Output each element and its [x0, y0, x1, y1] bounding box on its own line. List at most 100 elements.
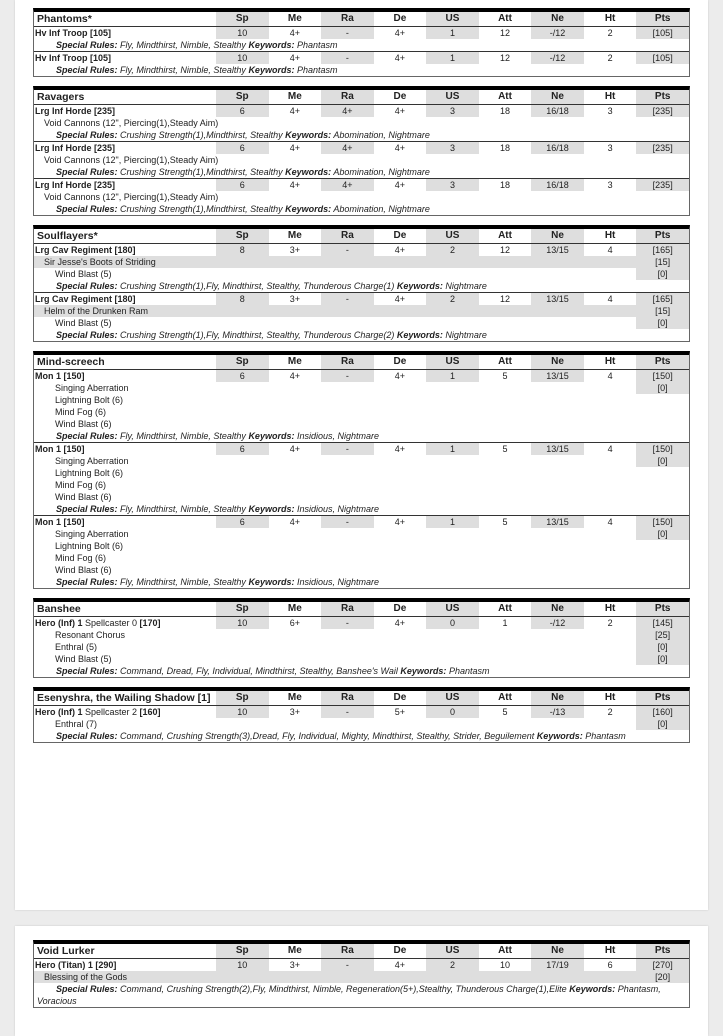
stat-ht: 6	[583, 958, 637, 971]
stat-ht: 2	[583, 705, 637, 718]
special-rules-row: Special Rules: Crushing Strength(1),Mind…	[34, 129, 689, 142]
stat-ne: -/12	[531, 26, 584, 39]
keywords-text: Phantasm, Voracious	[37, 984, 661, 1006]
upgrade-row: Lightning Bolt (6)	[34, 540, 689, 552]
special-rules-label: Special Rules:	[56, 984, 118, 994]
unit-name-part: Mon 1 [150]	[35, 444, 85, 454]
stat-ht: 3	[583, 141, 637, 154]
special-rules: Special Rules: Crushing Strength(1),Mind…	[34, 203, 689, 215]
special-rules-row: Special Rules: Fly, Mindthirst, Nimble, …	[34, 503, 689, 516]
unit-name: Mon 1 [150]	[34, 515, 216, 528]
stat-ne: 16/18	[531, 141, 584, 154]
page-1: Phantoms* Sp Me Ra De US Att Ne Ht Pts Hv Inf Troo…	[15, 0, 708, 910]
keywords-label: Keywords:	[248, 65, 295, 75]
unit-table: Void Lurker Sp Me Ra De US Att Ne Ht Pts Hero (Tit…	[34, 944, 689, 1007]
column-header-me: Me	[268, 355, 322, 370]
upgrade-points	[636, 491, 689, 503]
stat-de: 4+	[373, 616, 427, 629]
upgrade-points: [20]	[636, 971, 689, 983]
unit-name-part: [170]	[139, 618, 161, 628]
unit-name-part: Hero (Inf) 1	[35, 618, 83, 628]
upgrade-name: Mind Fog (6)	[55, 407, 107, 417]
column-header-pts: Pts	[636, 355, 689, 370]
section-header-row: Mind-screech Sp Me Ra De US Att Ne Ht Pts	[34, 355, 689, 370]
special-rules: Special Rules: Fly, Mindthirst, Nimble, …	[34, 576, 689, 588]
unit-table: Soulflayers* Sp Me Ra De US Att Ne Ht Pts Lrg Cav …	[34, 229, 689, 341]
stat-att: 18	[478, 178, 532, 191]
column-header-ne: Ne	[531, 229, 584, 244]
special-rules-text: Crushing Strength(1),Fly, Mindthirst, St…	[120, 281, 395, 291]
stat-us: 1	[426, 51, 479, 64]
unit-row: Lrg Inf Horde [235] 6 4+ 4+ 4+ 3 18 16/18 3 [235]	[34, 104, 689, 117]
column-header-pts: Pts	[636, 691, 689, 706]
unit-name: Mon 1 [150]	[34, 369, 216, 382]
upgrade-name: Mind Fog (6)	[55, 553, 107, 563]
stat-ne: -/12	[531, 51, 584, 64]
unit-row: Lrg Inf Horde [235] 6 4+ 4+ 4+ 3 18 16/18 3 [235]	[34, 178, 689, 191]
stat-me: 4+	[268, 104, 322, 117]
unit-name-part: Hero (Inf) 1	[35, 707, 83, 717]
stat-us: 3	[426, 104, 479, 117]
stat-me: 4+	[268, 442, 322, 455]
keywords-text: Abomination, Nightmare	[333, 130, 430, 140]
column-header-us: US	[426, 691, 479, 706]
special-rules-label: Special Rules:	[56, 281, 118, 291]
column-header-ra: Ra	[321, 90, 374, 105]
stat-sp: 8	[216, 243, 269, 256]
column-header-ht: Ht	[583, 944, 637, 959]
column-header-sp: Sp	[216, 229, 269, 244]
upgrade-points: [0]	[636, 641, 689, 653]
stat-att: 5	[478, 442, 532, 455]
stat-me: 3+	[268, 958, 322, 971]
column-header-ne: Ne	[531, 691, 584, 706]
column-header-sp: Sp	[216, 12, 269, 27]
stat-att: 12	[478, 243, 532, 256]
section-title: Banshee	[34, 602, 216, 617]
special-rules-text: Fly, Mindthirst, Nimble, Stealthy	[120, 504, 246, 514]
unit-table: Mind-screech Sp Me Ra De US Att Ne Ht Pts Mon 1 [1…	[34, 355, 689, 588]
stat-ne: 16/18	[531, 104, 584, 117]
stat-de: 5+	[373, 705, 427, 718]
section-header-row: Banshee Sp Me Ra De US Att Ne Ht Pts	[34, 602, 689, 617]
column-header-pts: Pts	[636, 12, 689, 27]
stat-us: 3	[426, 178, 479, 191]
stat-ht: 2	[583, 51, 637, 64]
stat-pts: [165]	[636, 292, 689, 305]
unit-name-part: Mon 1 [150]	[35, 371, 85, 381]
page-2: Void Lurker Sp Me Ra De US Att Ne Ht Pts Hero (Tit…	[15, 926, 708, 1036]
stat-me: 3+	[268, 292, 322, 305]
special-rules-text: Crushing Strength(1),Fly, Mindthirst, St…	[120, 330, 395, 340]
keywords-label: Keywords:	[285, 130, 332, 140]
special-rules-label: Special Rules:	[56, 666, 118, 676]
upgrade-points	[636, 552, 689, 564]
stat-sp: 6	[216, 515, 269, 528]
stat-me: 4+	[268, 26, 322, 39]
column-header-me: Me	[268, 944, 322, 959]
stat-pts: [160]	[636, 705, 689, 718]
unit-name-part: Lrg Inf Horde [235]	[35, 106, 116, 116]
special-rules-row: Special Rules: Crushing Strength(1),Mind…	[34, 166, 689, 179]
upgrade-points	[636, 418, 689, 430]
unit-table: Phantoms* Sp Me Ra De US Att Ne Ht Pts Hv Inf Troo…	[34, 12, 689, 76]
column-header-ht: Ht	[583, 229, 637, 244]
unit-name: Lrg Inf Horde [235]	[34, 178, 216, 191]
special-rules-row: Special Rules: Fly, Mindthirst, Nimble, …	[34, 576, 689, 588]
stat-pts: [150]	[636, 369, 689, 382]
special-rules-text: Fly, Mindthirst, Nimble, Stealthy	[120, 577, 246, 587]
stat-ne: 13/15	[531, 292, 584, 305]
column-header-ra: Ra	[321, 229, 374, 244]
special-rules: Special Rules: Command, Crushing Strengt…	[34, 983, 689, 1007]
upgrade-row: Singing Aberration [0]	[34, 382, 689, 394]
column-header-de: De	[373, 90, 427, 105]
column-header-ht: Ht	[583, 691, 637, 706]
unit-name: Mon 1 [150]	[34, 442, 216, 455]
upgrade-name: Wind Blast (5)	[55, 269, 112, 279]
stat-pts: [165]	[636, 243, 689, 256]
stat-att: 18	[478, 141, 532, 154]
upgrade-row: Mind Fog (6)	[34, 479, 689, 491]
unit-name-part: Lrg Cav Regiment [180]	[35, 294, 136, 304]
column-header-us: US	[426, 229, 479, 244]
upgrade-points	[636, 406, 689, 418]
column-header-us: US	[426, 90, 479, 105]
section-title: Phantoms*	[34, 12, 216, 27]
